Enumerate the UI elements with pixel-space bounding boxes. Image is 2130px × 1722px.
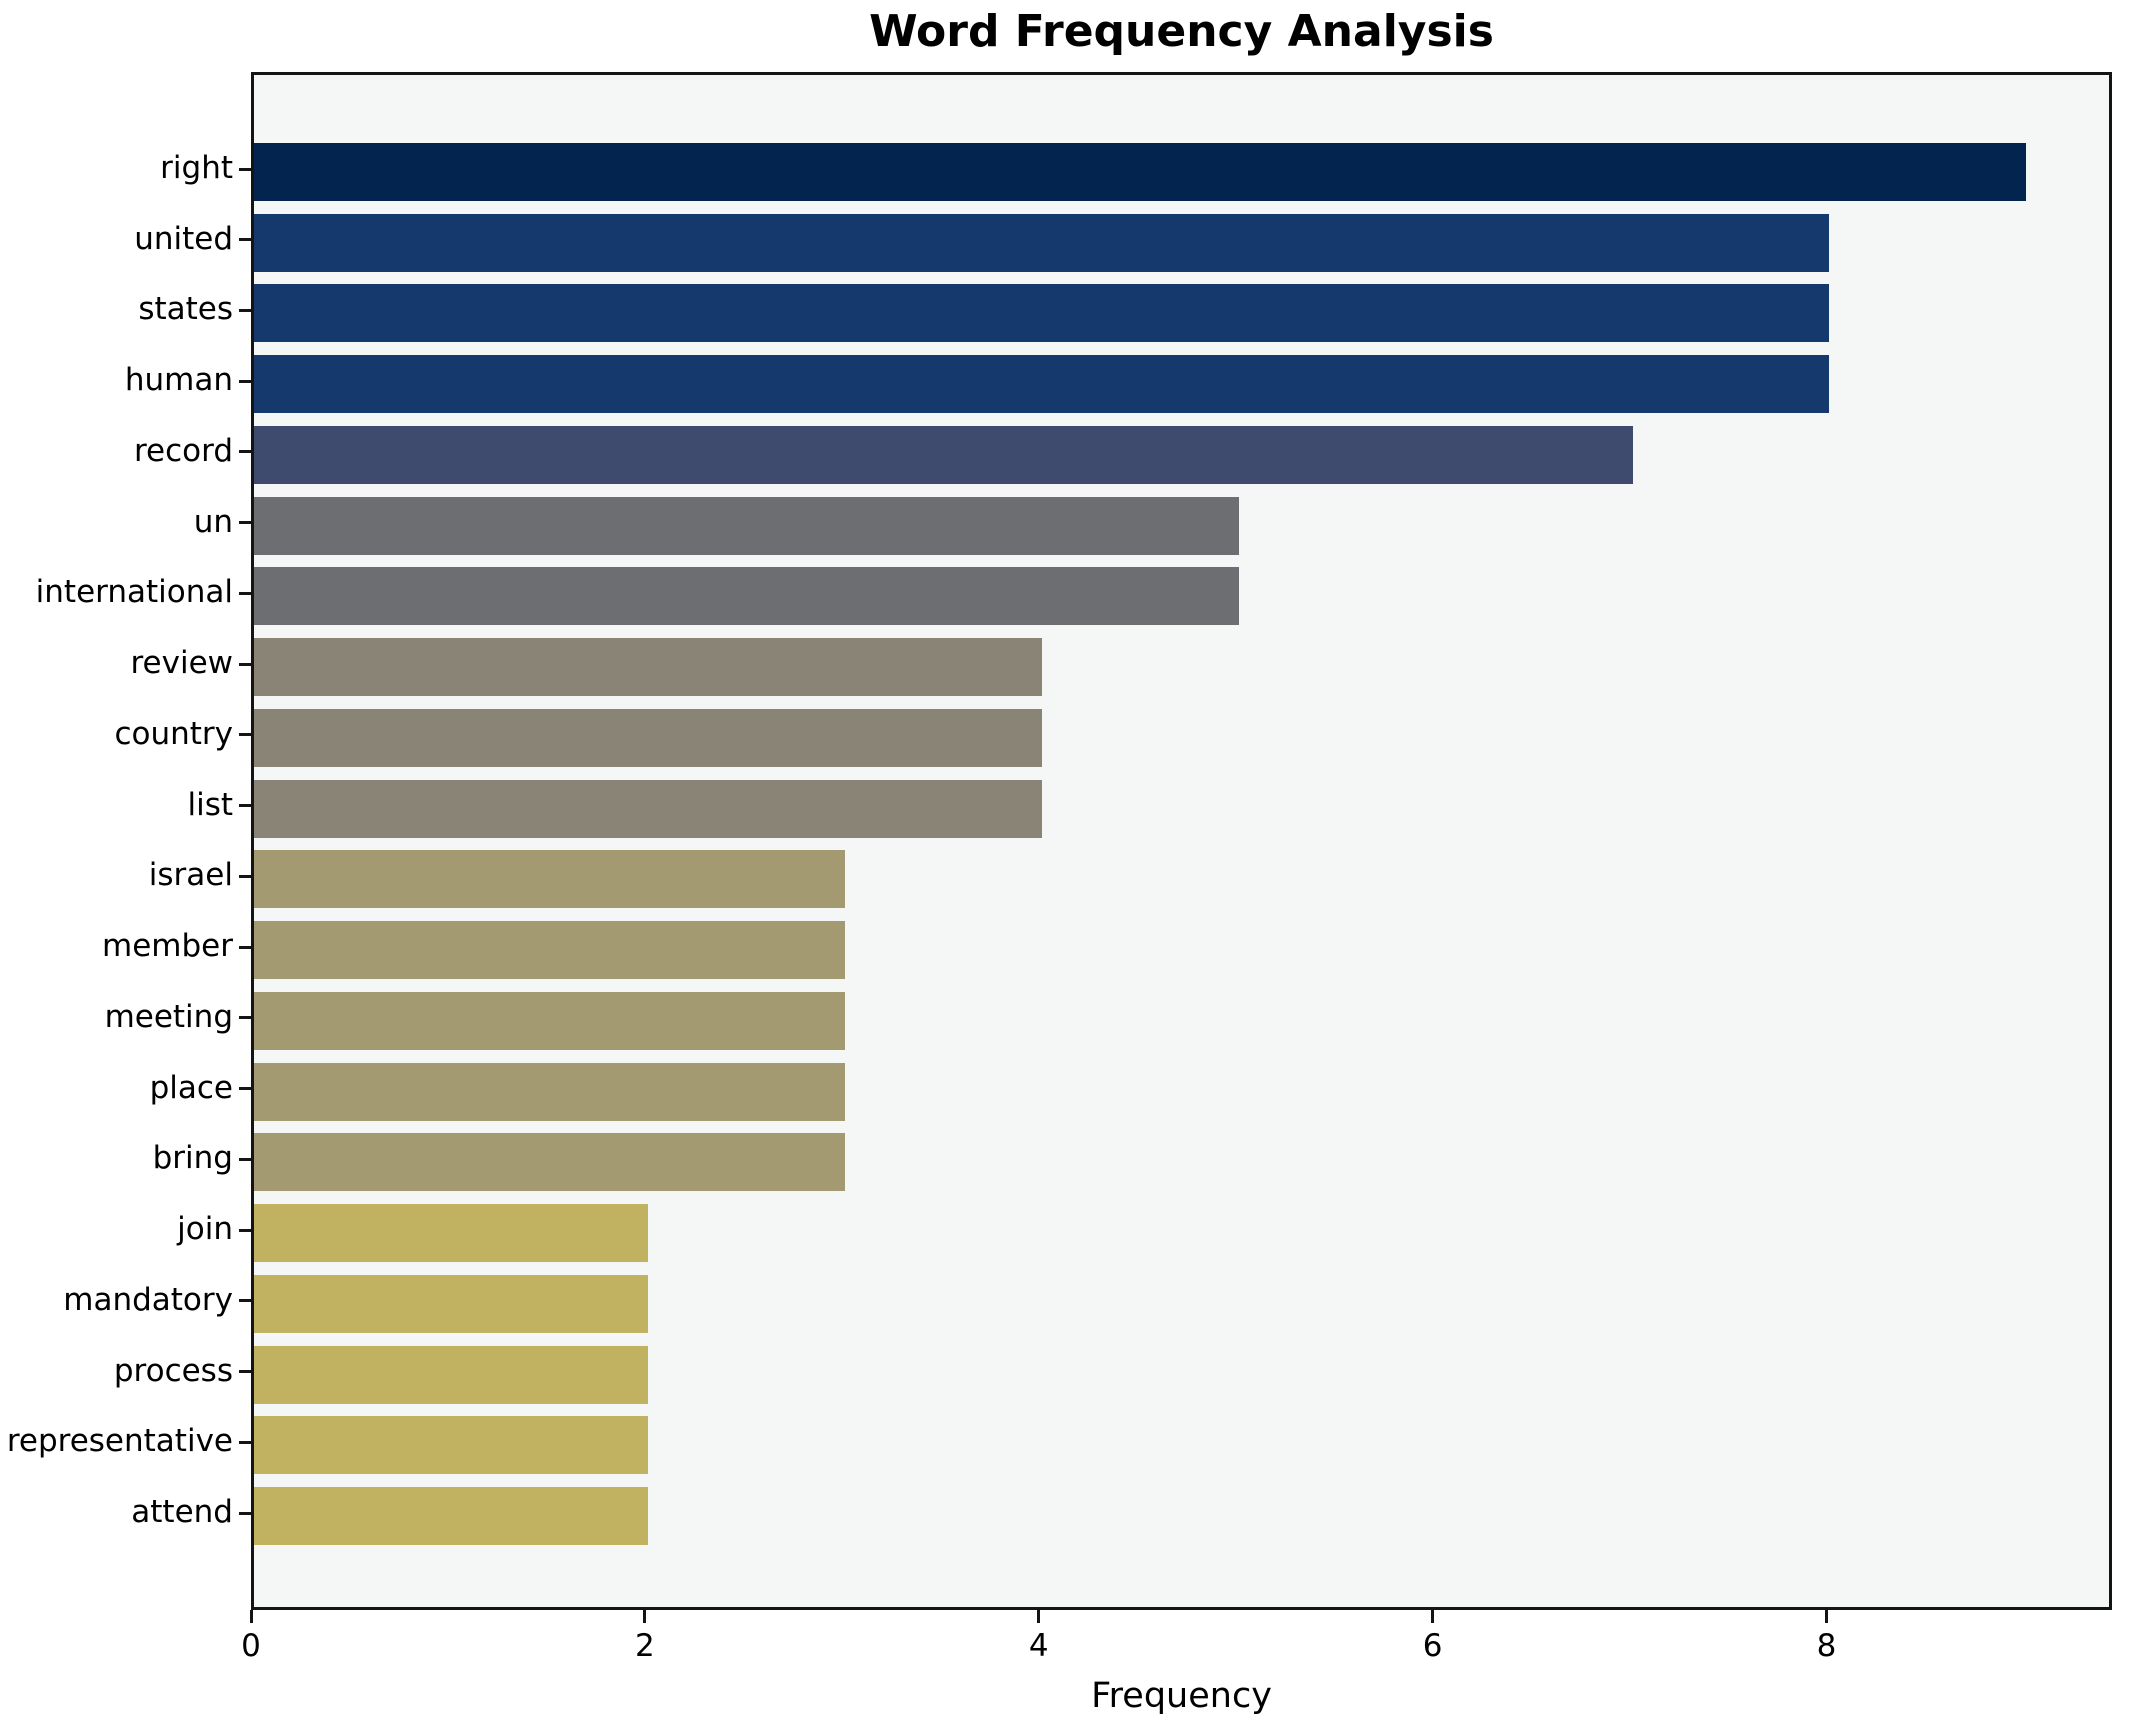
y-tick-mark xyxy=(239,379,251,383)
y-tick-label-country: country xyxy=(114,715,233,752)
x-tick-label-8: 8 xyxy=(1816,1628,1837,1664)
y-tick-label-united: united xyxy=(134,220,233,257)
bar-united xyxy=(254,213,1830,272)
y-tick-label-states: states xyxy=(138,291,233,328)
y-tick-mark xyxy=(239,1087,251,1091)
y-tick-label-record: record xyxy=(133,432,233,469)
y-tick-label-list: list xyxy=(187,786,233,823)
y-tick-mark xyxy=(239,733,251,737)
y-tick-label-member: member xyxy=(102,928,233,965)
x-tick-label-4: 4 xyxy=(1028,1628,1049,1664)
y-tick-mark xyxy=(239,167,251,171)
bar-record xyxy=(254,425,1633,484)
y-tick-label-mandatory: mandatory xyxy=(63,1281,233,1318)
x-tick-mark xyxy=(1824,1610,1828,1623)
y-tick-mark xyxy=(239,1370,251,1374)
y-tick-label-israel: israel xyxy=(148,857,233,894)
bar-international xyxy=(254,567,1239,626)
bar-right xyxy=(254,143,2027,201)
x-axis-label: Frequency xyxy=(1091,1676,1272,1716)
y-tick-label-place: place xyxy=(149,1069,233,1106)
y-tick-mark xyxy=(239,1511,251,1515)
y-tick-label-meeting: meeting xyxy=(104,998,233,1035)
x-tick-label-6: 6 xyxy=(1422,1628,1443,1664)
y-tick-mark xyxy=(239,450,251,454)
bar-mandatory xyxy=(254,1274,648,1333)
y-tick-mark xyxy=(239,662,251,666)
y-tick-mark xyxy=(239,1228,251,1232)
y-tick-label-un: un xyxy=(193,503,233,540)
bar-member xyxy=(254,921,845,980)
x-tick-label-0: 0 xyxy=(241,1628,261,1664)
bar-process xyxy=(254,1345,648,1404)
y-tick-label-process: process xyxy=(113,1352,233,1389)
y-tick-label-attend: attend xyxy=(131,1494,233,1530)
x-tick-label-2: 2 xyxy=(634,1628,655,1664)
y-tick-mark xyxy=(239,1157,251,1161)
y-tick-mark xyxy=(239,1016,251,1020)
y-tick-mark xyxy=(239,591,251,595)
y-tick-mark xyxy=(239,521,251,525)
x-tick-mark xyxy=(1431,1610,1435,1623)
bar-israel xyxy=(254,850,845,909)
bar-human xyxy=(254,355,1830,414)
y-tick-mark xyxy=(239,804,251,808)
bar-place xyxy=(254,1062,845,1121)
y-tick-mark xyxy=(239,1440,251,1444)
y-tick-mark xyxy=(239,308,251,312)
y-tick-label-representative: representative xyxy=(6,1423,233,1460)
y-tick-label-right: right xyxy=(160,150,233,186)
x-tick-mark xyxy=(1037,1610,1041,1623)
bar-representative xyxy=(254,1416,648,1475)
bar-country xyxy=(254,708,1042,767)
bar-list xyxy=(254,779,1042,838)
y-tick-label-join: join xyxy=(177,1211,233,1248)
x-tick-mark xyxy=(249,1610,253,1623)
y-tick-mark xyxy=(239,238,251,242)
y-tick-mark xyxy=(239,1299,251,1303)
bar-bring xyxy=(254,1133,845,1192)
bar-meeting xyxy=(254,991,845,1050)
bar-states xyxy=(254,284,1830,343)
bar-join xyxy=(254,1204,648,1263)
bar-attend xyxy=(254,1487,648,1545)
bar-un xyxy=(254,496,1239,555)
y-tick-label-human: human xyxy=(124,362,233,399)
chart-title: Word Frequency Analysis xyxy=(869,6,1494,57)
plot-area xyxy=(251,72,2112,1610)
x-tick-mark xyxy=(643,1610,647,1623)
y-tick-mark xyxy=(239,945,251,949)
y-tick-label-international: international xyxy=(35,574,233,611)
y-tick-label-review: review xyxy=(130,645,233,682)
y-tick-label-bring: bring xyxy=(152,1140,233,1177)
bar-review xyxy=(254,638,1042,697)
y-tick-mark xyxy=(239,874,251,878)
